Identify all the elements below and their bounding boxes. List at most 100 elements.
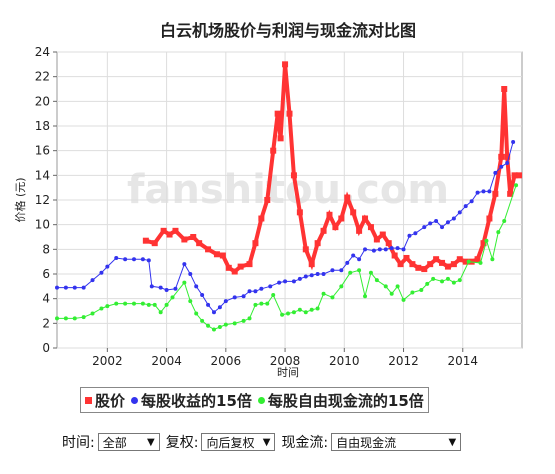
point [282,61,289,68]
point [296,209,303,216]
point [283,279,288,284]
point [428,221,433,226]
point [373,236,380,243]
point [142,237,149,244]
dropdown[interactable]: 自由现金流 ▼ [331,433,462,451]
point [421,266,428,273]
point [401,247,406,252]
point [321,272,326,276]
point [330,268,335,273]
y-tick-label: 0 [42,341,50,355]
legend-label: 每股自由现金流的15倍 [267,391,424,410]
point [478,260,483,265]
point [158,310,163,315]
point [99,270,104,275]
point [314,240,321,247]
point [389,291,394,296]
point [444,263,451,270]
point [407,233,412,238]
y-tick-label: 12 [35,193,50,207]
point [149,284,154,289]
y-tick-label: 16 [35,144,50,158]
point [170,295,175,300]
legend-item: 每股自由现金流的15倍 [257,390,424,411]
point [431,276,436,281]
dropdown-value: 向后复权 [206,435,255,450]
point [181,236,188,243]
point [315,272,320,276]
point [434,218,439,223]
point [439,259,446,266]
x-tick-label: 2004 [151,354,182,368]
point [338,215,345,222]
point [194,284,199,289]
point [90,278,95,283]
point [415,264,422,271]
point [391,252,398,259]
point [487,189,492,194]
point [146,258,151,263]
x-tick-label: 2012 [388,354,419,368]
dropdown-arrow: ▼ [147,436,155,448]
y-tick-label: 18 [35,119,50,133]
point [264,197,271,203]
control-label: 时间: [62,435,95,451]
point [397,261,404,268]
chart-title: 白云机场股价与利润与现金流对比图 [160,21,416,40]
point [501,86,508,92]
point [363,294,368,299]
x-tick-label: 2002 [92,354,123,368]
point [223,299,228,304]
dropdown[interactable]: 向后复权 ▼ [201,433,276,451]
x-tick-label: 2008 [270,354,301,368]
point [425,281,430,286]
point [403,254,410,261]
point [456,256,463,263]
point [140,301,145,306]
point [72,316,77,321]
point [474,256,481,263]
point [401,297,406,302]
y-tick-label: 24 [35,45,50,59]
point [351,253,356,258]
y-tick-label: 10 [35,218,50,232]
point [231,268,238,275]
point [490,257,495,262]
point [309,307,314,312]
x-tick-label: 2006 [211,354,242,368]
point [217,305,222,310]
point [146,302,151,307]
point [475,190,480,195]
point [493,170,498,175]
dropdown[interactable]: 全部 ▼ [97,433,160,451]
point [498,153,505,160]
point [469,199,474,204]
point [480,240,487,247]
point [99,306,104,311]
point [246,261,253,268]
point [241,294,246,299]
point [315,306,320,311]
legend-marker [85,396,92,404]
point [433,256,440,263]
point [379,231,386,238]
point [326,211,333,218]
point [302,246,309,253]
point [502,218,507,223]
point [277,135,284,142]
y-tick-label: 2 [42,316,50,330]
point [253,289,258,294]
point [339,284,344,289]
point [241,318,246,323]
legend-label: 股价 [95,391,126,410]
point [496,230,501,235]
point [484,238,489,243]
point [291,279,296,284]
point [114,301,119,306]
y-axis-label: 价格 (元) [13,177,27,222]
control-label: 现金流: [281,435,329,451]
point [451,280,456,285]
point [213,251,220,258]
point [348,270,353,275]
point [164,288,169,293]
